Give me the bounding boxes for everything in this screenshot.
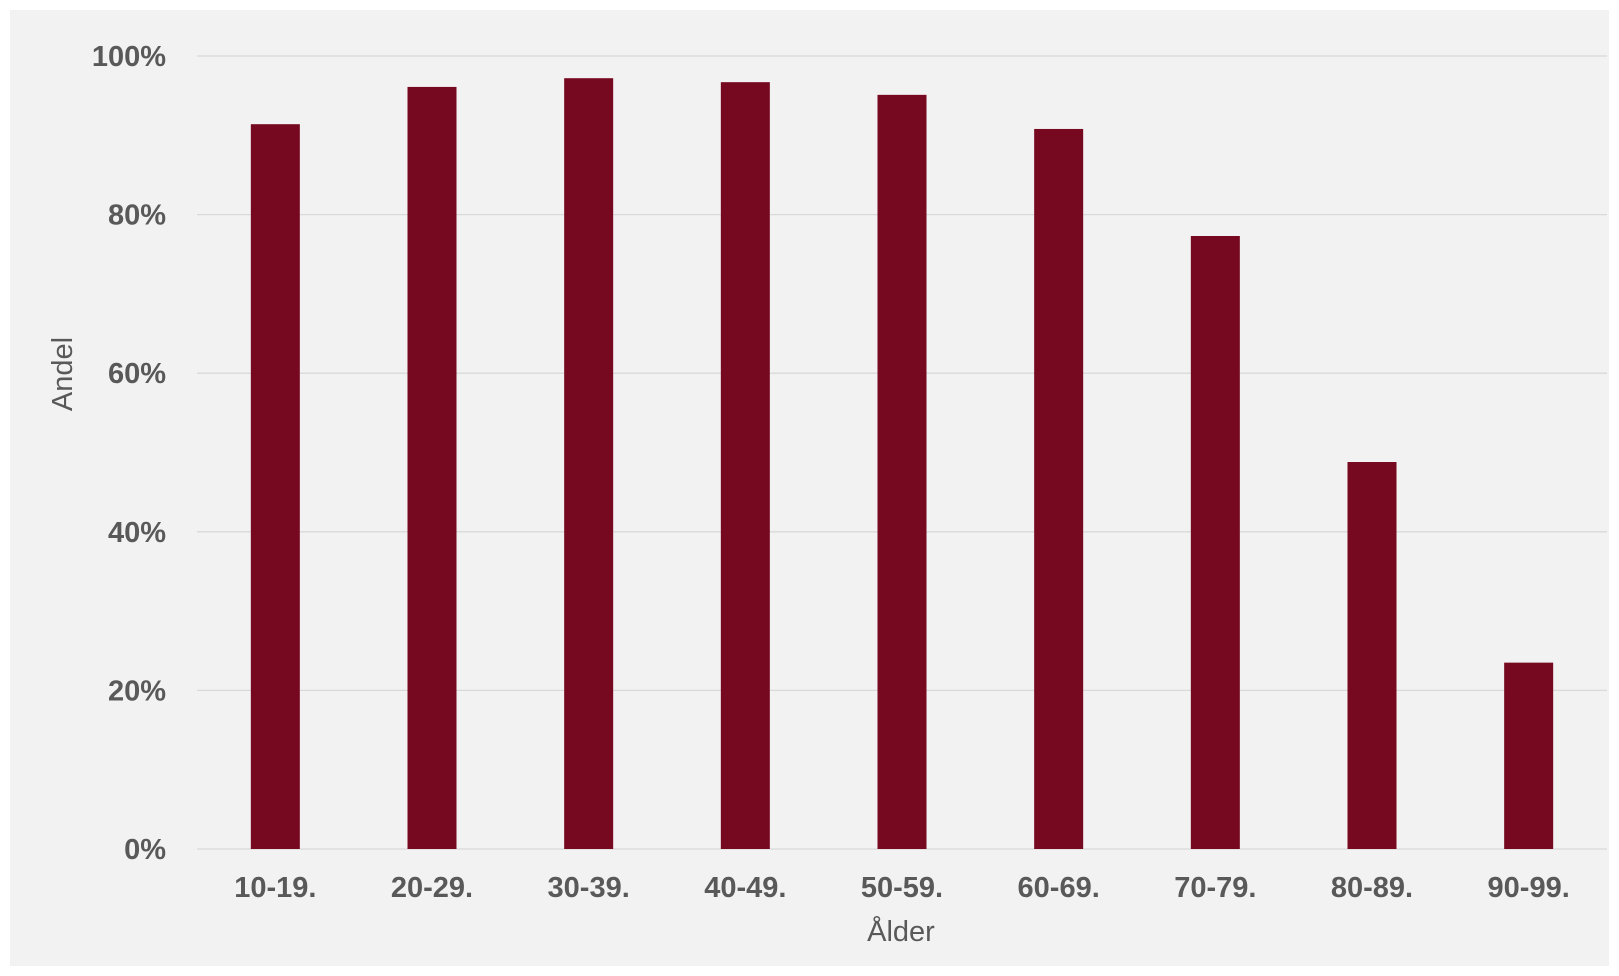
x-tick-label: 60-69.	[1018, 872, 1100, 904]
y-axis-ticks: 0% 20% 40% 60% 80% 100%	[92, 41, 166, 866]
y-tick-label: 60%	[108, 358, 166, 390]
bar	[1347, 462, 1397, 849]
x-tick-label: 90-99.	[1488, 872, 1570, 904]
x-tick-label: 10-19.	[234, 872, 316, 904]
bar	[1190, 236, 1240, 850]
y-tick-label: 40%	[108, 517, 166, 549]
y-tick-label: 0%	[124, 834, 166, 866]
x-tick-label: 70-79.	[1174, 872, 1256, 904]
bars	[250, 78, 1554, 850]
x-tick-label: 20-29.	[391, 872, 473, 904]
x-axis-ticks: 10-19. 20-29. 30-39. 40-49. 50-59. 60-69. 70-7…	[234, 872, 1570, 904]
bar	[564, 78, 614, 850]
bar	[407, 86, 457, 849]
y-tick-label: 100%	[92, 41, 166, 73]
x-tick-label: 80-89.	[1331, 872, 1413, 904]
x-tick-label: 40-49.	[704, 872, 786, 904]
bar	[1504, 662, 1554, 849]
bar	[1034, 128, 1084, 849]
y-tick-label: 20%	[108, 675, 166, 707]
bar	[250, 124, 300, 849]
y-axis-title: Andel	[47, 337, 79, 411]
x-axis-title: Ålder	[867, 915, 935, 948]
bar	[877, 94, 927, 850]
y-tick-label: 80%	[108, 200, 166, 232]
x-tick-label: 50-59.	[861, 872, 943, 904]
x-tick-label: 30-39.	[548, 872, 630, 904]
bar	[720, 82, 770, 849]
